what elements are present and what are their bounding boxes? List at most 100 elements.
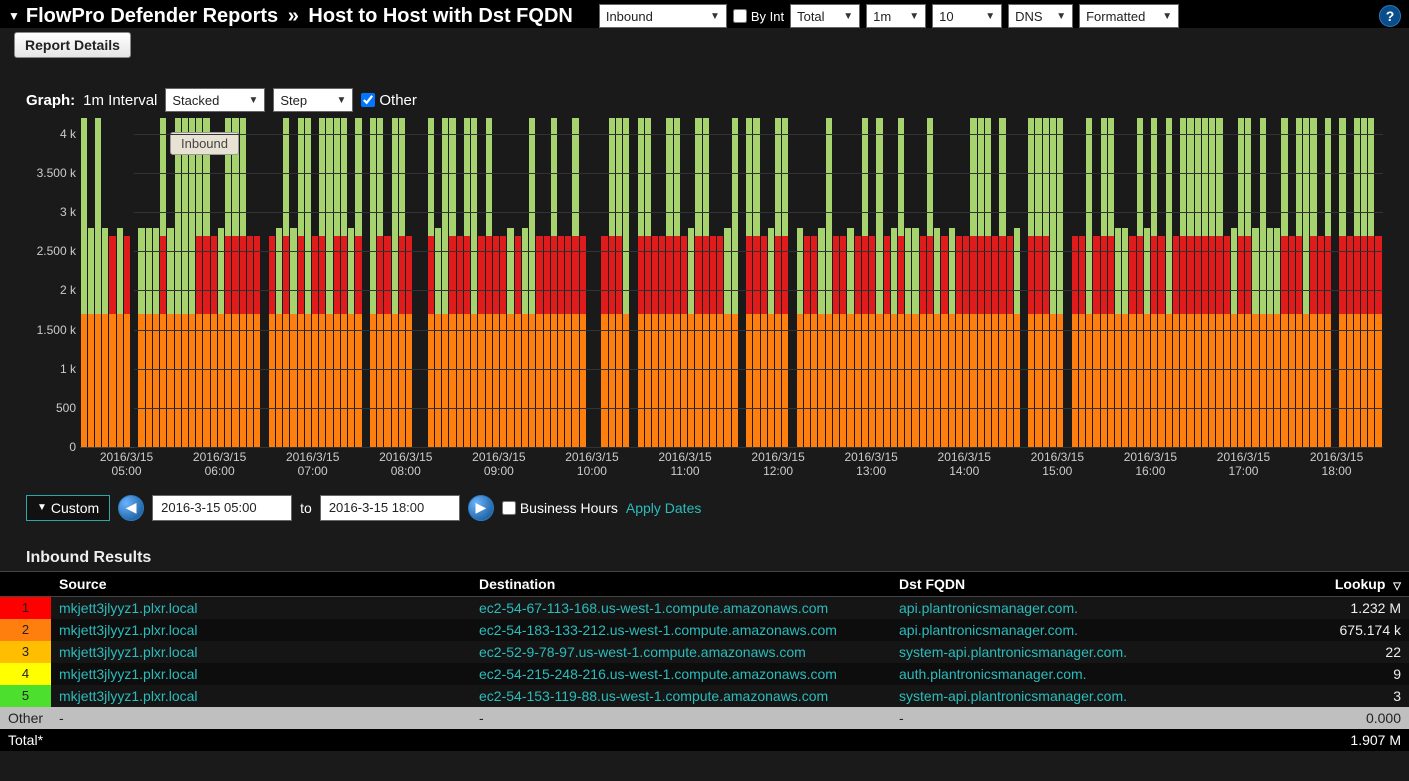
bar-segment: [160, 236, 166, 314]
bar-segment: [746, 118, 752, 236]
direction-select[interactable]: Inbound ▼: [599, 4, 727, 28]
bar-segment: [580, 314, 586, 447]
fqdn-link[interactable]: auth.plantronicsmanager.com.: [899, 666, 1087, 682]
bar-col: [572, 118, 578, 447]
destination-link[interactable]: ec2-54-67-113-168.us-west-1.compute.amaz…: [479, 600, 828, 616]
bar-segment: [435, 314, 441, 447]
bar-col: [695, 118, 701, 447]
table-row[interactable]: 2mkjett3jlyyz1.plxr.localec2-54-183-133-…: [0, 619, 1409, 641]
fqdn-link[interactable]: system-api.plantronicsmanager.com.: [899, 644, 1127, 660]
table-row[interactable]: 4mkjett3jlyyz1.plxr.localec2-54-215-248-…: [0, 663, 1409, 685]
bar-segment: [298, 118, 304, 236]
other-input[interactable]: [361, 93, 375, 107]
source-link[interactable]: mkjett3jlyyz1.plxr.local: [59, 666, 198, 682]
source-link[interactable]: mkjett3jlyyz1.plxr.local: [59, 644, 198, 660]
col-fqdn[interactable]: Dst FQDN: [891, 571, 1289, 596]
bar-segment: [1368, 236, 1374, 314]
bar-col: [1007, 118, 1013, 447]
bar-segment: [1209, 314, 1215, 447]
from-date-input[interactable]: [152, 495, 292, 521]
dns-select[interactable]: DNS ▼: [1008, 4, 1073, 28]
bar-col: [261, 118, 267, 447]
bar-segment: [1122, 228, 1128, 314]
fqdn-link[interactable]: api.plantronicsmanager.com.: [899, 600, 1078, 616]
col-lookup[interactable]: Lookup ▽: [1289, 571, 1409, 596]
col-destination[interactable]: Destination: [471, 571, 891, 596]
col-color[interactable]: [0, 571, 51, 596]
title-sub: Host to Host with Dst FQDN: [308, 5, 572, 27]
bar-segment: [999, 314, 1005, 447]
bar-col: [1028, 118, 1034, 447]
destination-link[interactable]: ec2-54-183-133-212.us-west-1.compute.ama…: [479, 622, 837, 638]
bar-segment: [978, 314, 984, 447]
bar-segment: [153, 314, 159, 447]
bar-segment: [355, 118, 361, 236]
bar-segment: [1361, 118, 1367, 236]
bar-col: [269, 118, 275, 447]
collapse-icon[interactable]: ▼: [8, 9, 20, 23]
stacked-select[interactable]: Stacked ▼: [165, 88, 265, 112]
bar-segment: [645, 314, 651, 447]
prev-arrow-icon[interactable]: ◀: [118, 495, 144, 521]
by-int-checkbox[interactable]: By Int: [733, 9, 784, 24]
table-row[interactable]: 3mkjett3jlyyz1.plxr.localec2-52-9-78-97.…: [0, 641, 1409, 663]
bar-segment: [1079, 314, 1085, 447]
source-link[interactable]: mkjett3jlyyz1.plxr.local: [59, 688, 198, 704]
bar-col: [1035, 118, 1041, 447]
custom-range-button[interactable]: ▼ Custom: [26, 495, 110, 521]
destination-link[interactable]: ec2-54-215-248-216.us-west-1.compute.ama…: [479, 666, 837, 682]
bar-segment: [1238, 118, 1244, 236]
grid-line: [134, 330, 1383, 331]
bar-col: [1361, 118, 1367, 447]
format-select[interactable]: Formatted ▼: [1079, 4, 1179, 28]
source-link[interactable]: mkjett3jlyyz1.plxr.local: [59, 600, 198, 616]
grid-line: [134, 173, 1383, 174]
bar-segment: [326, 118, 332, 314]
bar-segment: [1209, 118, 1215, 236]
table-row[interactable]: 5mkjett3jlyyz1.plxr.localec2-54-153-119-…: [0, 685, 1409, 707]
bar-segment: [978, 236, 984, 314]
bar-segment: [175, 314, 181, 447]
bar-col: [95, 118, 101, 447]
bar-col: [1231, 118, 1237, 447]
bar-col: [558, 118, 564, 447]
table-row[interactable]: 1mkjett3jlyyz1.plxr.localec2-54-67-113-1…: [0, 596, 1409, 619]
bar-segment: [254, 236, 260, 314]
total-select[interactable]: Total ▼: [790, 4, 860, 28]
by-int-input[interactable]: [733, 9, 747, 23]
apply-dates-link[interactable]: Apply Dates: [626, 500, 701, 516]
bar-segment: [941, 314, 947, 447]
bar-col: [88, 118, 94, 447]
bar-segment: [695, 118, 701, 236]
help-icon[interactable]: ?: [1379, 5, 1401, 27]
step-select[interactable]: Step ▼: [273, 88, 353, 112]
fqdn-link[interactable]: system-api.plantronicsmanager.com.: [899, 688, 1127, 704]
bar-col: [131, 118, 137, 447]
bar-segment: [963, 236, 969, 314]
bar-segment: [196, 236, 202, 314]
destination-link[interactable]: ec2-52-9-78-97.us-west-1.compute.amazona…: [479, 644, 806, 660]
bar-segment: [1129, 314, 1135, 447]
next-arrow-icon[interactable]: ▶: [468, 495, 494, 521]
bar-segment: [1079, 236, 1085, 314]
count-select[interactable]: 10 ▼: [932, 4, 1002, 28]
col-source[interactable]: Source: [51, 571, 471, 596]
bar-segment: [536, 236, 542, 314]
bar-segment: [515, 314, 521, 447]
business-hours-input[interactable]: [502, 501, 516, 515]
to-date-input[interactable]: [320, 495, 460, 521]
business-hours-checkbox[interactable]: Business Hours: [502, 500, 618, 516]
other-checkbox[interactable]: Other: [361, 92, 417, 109]
interval-select[interactable]: 1m ▼: [866, 4, 926, 28]
bar-segment: [1072, 314, 1078, 447]
source-link[interactable]: mkjett3jlyyz1.plxr.local: [59, 622, 198, 638]
fqdn-link[interactable]: api.plantronicsmanager.com.: [899, 622, 1078, 638]
chart[interactable]: 4 k3.500 k3 k2.500 k2 k1.500 k1 k5000 In…: [80, 118, 1383, 448]
destination-link[interactable]: ec2-54-153-119-88.us-west-1.compute.amaz…: [479, 688, 828, 704]
bar-col: [464, 118, 470, 447]
bar-segment: [1043, 314, 1049, 447]
report-details-button[interactable]: Report Details: [14, 32, 131, 58]
bar-segment: [240, 118, 246, 236]
y-tick-label: 2 k: [60, 283, 76, 297]
bar-segment: [117, 314, 123, 447]
